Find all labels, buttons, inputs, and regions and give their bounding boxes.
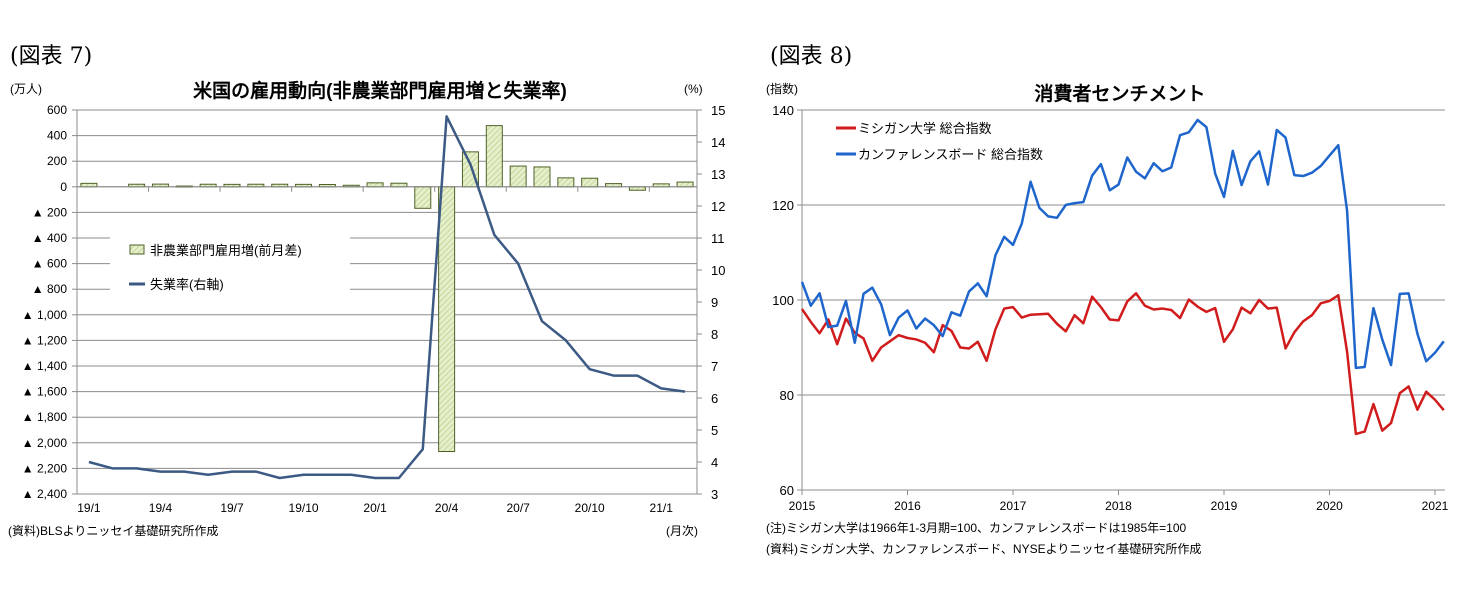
right-axis-tick-label: 13 bbox=[711, 167, 725, 182]
x-tick-label: 19/10 bbox=[289, 501, 319, 515]
right-axis-tick-label: 15 bbox=[711, 103, 725, 118]
x-tick-label: 19/1 bbox=[77, 501, 101, 515]
legend-label-conference-board: カンファレンスボード 総合指数 bbox=[858, 147, 1043, 162]
figure-7-label: (図表 7) bbox=[10, 44, 93, 69]
unemployment-line bbox=[88, 115, 686, 480]
left-axis-tick-label: 400 bbox=[47, 129, 67, 143]
left-axis-tick-label: ▲ 1,400 bbox=[22, 359, 68, 373]
x-tick-label: 20/4 bbox=[435, 501, 459, 515]
chart-title: 消費者センチメント bbox=[1034, 82, 1205, 105]
y-tick-label: 100 bbox=[772, 293, 794, 308]
conference-board-line bbox=[800, 118, 1445, 370]
x-axis-unit: (月次) bbox=[666, 524, 698, 538]
left-axis-tick-label: ▲ 1,800 bbox=[22, 410, 68, 424]
right-axis-tick-label: 11 bbox=[711, 231, 725, 246]
right-axis-tick-label: 7 bbox=[711, 359, 718, 374]
legend-swatch-bars bbox=[129, 244, 145, 255]
x-tick-label: 2018 bbox=[1105, 499, 1132, 513]
y-tick-label: 80 bbox=[780, 388, 794, 403]
chart-title: 米国の雇用動向(非農業部門雇用増と失業率) bbox=[193, 79, 567, 102]
left-axis-tick-label: ▲ 2,200 bbox=[22, 461, 68, 475]
right-axis-tick-label: 3 bbox=[711, 487, 718, 502]
x-tick-label: 2017 bbox=[1000, 499, 1027, 513]
left-axis-tick-label: ▲ 2,000 bbox=[22, 436, 68, 450]
left-axis-tick-label: ▲ 200 bbox=[32, 205, 68, 219]
x-tick-label: 20/10 bbox=[575, 501, 605, 515]
left-axis-unit: (万人) bbox=[10, 82, 42, 96]
left-axis-tick-label: ▲ 600 bbox=[32, 257, 68, 271]
source-note: (資料)BLSよりニッセイ基礎研究所作成 bbox=[8, 523, 218, 538]
y-tick-label: 60 bbox=[780, 483, 794, 498]
right-axis-tick-label: 14 bbox=[711, 135, 725, 150]
source-note: (資料)ミシガン大学、カンファレンスボード、NYSEよりニッセイ基礎研究所作成 bbox=[766, 541, 1201, 556]
y-tick-label: 120 bbox=[772, 198, 794, 213]
y-tick-label: 140 bbox=[772, 103, 794, 118]
x-tick-label: 21/1 bbox=[650, 501, 674, 515]
x-tick-label: 2020 bbox=[1316, 499, 1343, 513]
x-tick-label: 20/1 bbox=[363, 501, 387, 515]
michigan-line bbox=[800, 292, 1445, 436]
right-axis-tick-label: 12 bbox=[711, 199, 725, 214]
right-axis-tick-label: 5 bbox=[711, 423, 718, 438]
left-axis-tick-label: ▲ 800 bbox=[32, 282, 68, 296]
left-axis-tick-label: ▲ 2,400 bbox=[22, 487, 68, 501]
x-tick-label: 20/7 bbox=[506, 501, 530, 515]
figure-8-label: (図表 8) bbox=[770, 44, 853, 69]
left-axis-tick-label: 600 bbox=[47, 103, 67, 117]
left-axis-tick-label: ▲ 400 bbox=[32, 231, 68, 245]
right-axis-unit: (%) bbox=[684, 82, 703, 96]
x-tick-label: 2015 bbox=[789, 499, 816, 513]
left-axis-tick-label: 200 bbox=[47, 154, 67, 168]
legend-label-line: 失業率(右軸) bbox=[150, 277, 224, 292]
left-axis-tick-label: ▲ 1,600 bbox=[22, 385, 68, 399]
x-tick-label: 2016 bbox=[894, 499, 921, 513]
right-axis-tick-label: 8 bbox=[711, 327, 718, 342]
x-tick-label: 19/7 bbox=[220, 501, 244, 515]
employment-chart: 米国の雇用動向(非農業部門雇用増と失業率) (万人) (%) 600 400 200 0 ▲ … bbox=[8, 79, 725, 538]
left-axis-tick-label: ▲ 1,200 bbox=[22, 333, 68, 347]
left-axis-tick-label: ▲ 1,000 bbox=[22, 308, 68, 322]
x-tick-label: 2021 bbox=[1422, 499, 1449, 513]
right-axis-tick-label: 10 bbox=[711, 263, 725, 278]
right-axis-tick-label: 6 bbox=[711, 391, 718, 406]
right-axis-tick-label: 9 bbox=[711, 295, 718, 310]
x-tick-label: 2019 bbox=[1211, 499, 1238, 513]
x-tick-label: 19/4 bbox=[149, 501, 173, 515]
legend-label-bars: 非農業部門雇用増(前月差) bbox=[150, 243, 302, 258]
footnote: (注)ミシガン大学は1966年1-3月期=100、カンファレンスボードは1985… bbox=[766, 520, 1187, 535]
left-axis-tick-label: 0 bbox=[60, 180, 67, 194]
legend-label-michigan: ミシガン大学 総合指数 bbox=[858, 121, 992, 136]
y-axis-unit: (指数) bbox=[766, 81, 798, 96]
right-axis-tick-label: 4 bbox=[711, 455, 718, 470]
